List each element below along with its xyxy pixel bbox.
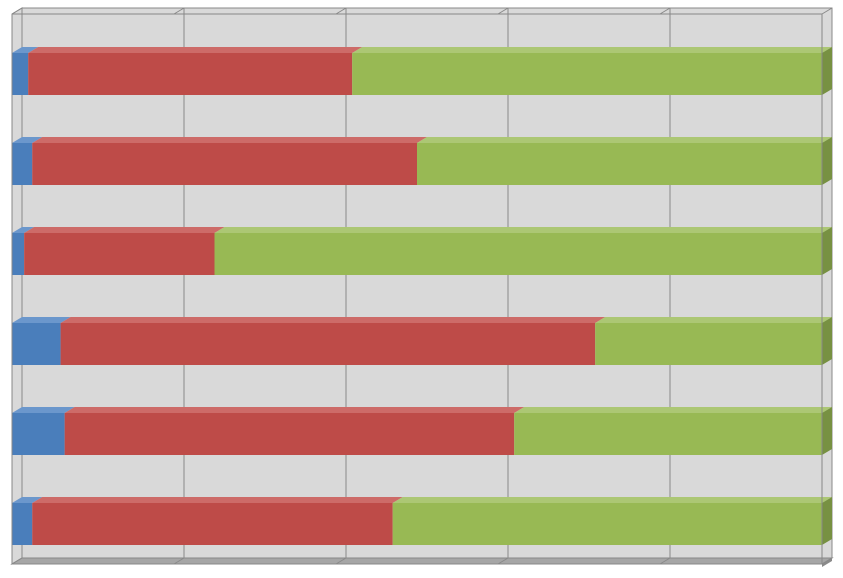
bar-segment xyxy=(12,53,28,95)
bar-segment xyxy=(12,413,65,455)
bar-segment xyxy=(215,233,823,275)
bar-top xyxy=(65,407,525,413)
bar-side xyxy=(822,137,832,185)
bar-segment xyxy=(12,323,61,365)
bar-top xyxy=(24,227,224,233)
bar-top xyxy=(352,47,832,53)
bar-top xyxy=(32,497,402,503)
bar-segment xyxy=(28,53,352,95)
bar-segment xyxy=(12,143,32,185)
bar-top xyxy=(61,317,606,323)
bar-segment xyxy=(417,143,822,185)
bar-segment xyxy=(393,503,822,545)
bar-segment xyxy=(595,323,822,365)
bar-top xyxy=(12,407,75,413)
bar-segment xyxy=(514,413,822,455)
bar-side xyxy=(822,227,832,275)
bar-top xyxy=(215,227,833,233)
bar-segment xyxy=(32,143,417,185)
chart-svg xyxy=(0,0,843,573)
bar-top xyxy=(12,317,71,323)
bar-segment xyxy=(352,53,822,95)
bar-segment xyxy=(61,323,596,365)
bar-top xyxy=(417,137,832,143)
bar-side xyxy=(822,317,832,365)
stacked-bar-chart xyxy=(0,0,843,573)
bar-side xyxy=(822,497,832,545)
bar-side xyxy=(822,47,832,95)
bar-segment xyxy=(12,233,24,275)
bar-segment xyxy=(32,503,392,545)
bar-top xyxy=(514,407,832,413)
bar-top xyxy=(32,137,427,143)
bar-segment xyxy=(24,233,214,275)
bar-segment xyxy=(12,503,32,545)
bar-top xyxy=(393,497,832,503)
bar-top xyxy=(28,47,362,53)
bar-side xyxy=(822,407,832,455)
bar-segment xyxy=(65,413,515,455)
chart-floor xyxy=(12,558,832,564)
bar-top xyxy=(595,317,832,323)
